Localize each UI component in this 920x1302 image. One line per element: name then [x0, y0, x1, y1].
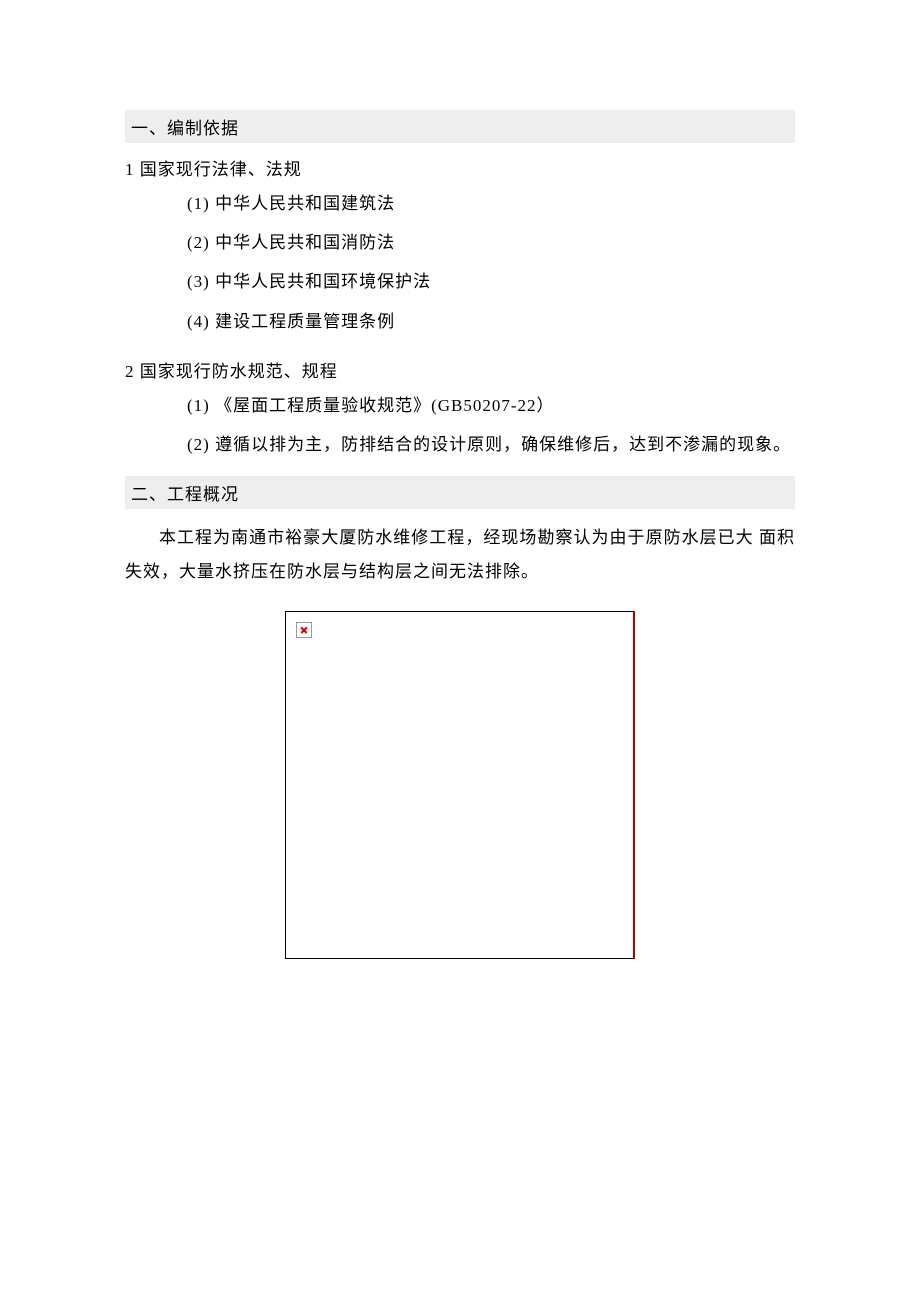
list-item: (4) 建设工程质量管理条例	[125, 302, 795, 341]
subsection-1-1-title: 1 国家现行法律、法规	[125, 151, 795, 184]
subsection-1-2-title: 2 国家现行防水规范、规程	[125, 353, 795, 386]
section-2-header: 二、工程概况	[125, 476, 795, 509]
section-2-paragraph: 本工程为南通市裕豪大厦防水维修工程，经现场勘察认为由于原防水层已大 面积失效，大…	[125, 517, 795, 593]
section-1-header: 一、编制依据	[125, 110, 795, 143]
image-placeholder	[285, 611, 635, 959]
list-item: (1) 中华人民共和国建筑法	[125, 184, 795, 223]
list-item: (1) 《屋面工程质量验收规范》(GB50207-22）	[125, 386, 795, 425]
list-item: (2) 中华人民共和国消防法	[125, 223, 795, 262]
image-container	[125, 611, 795, 959]
list-item: (3) 中华人民共和国环境保护法	[125, 262, 795, 301]
broken-image-icon	[296, 622, 312, 638]
list-item: (2) 遵循以排为主，防排结合的设计原则，确保维修后，达到不渗漏的现象。	[125, 425, 795, 464]
